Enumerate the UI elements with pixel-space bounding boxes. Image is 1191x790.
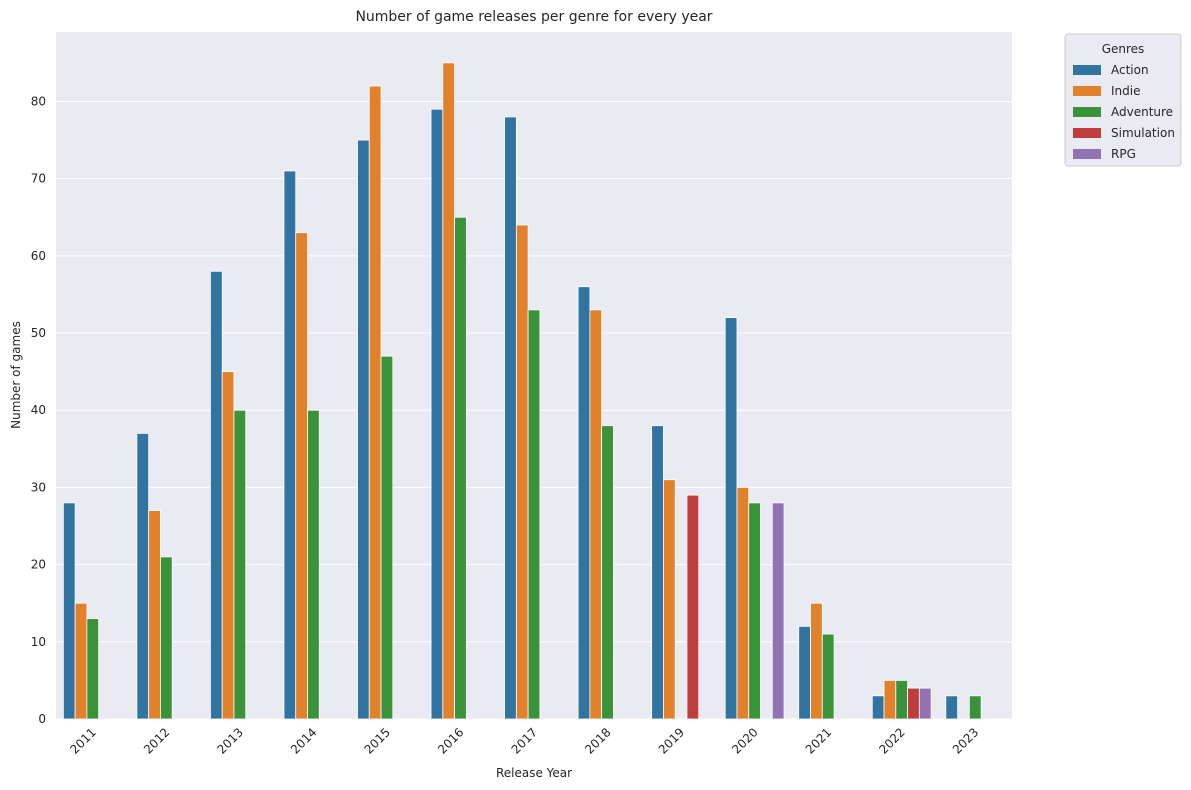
bar-indie-2015 [368, 85, 382, 720]
legend-swatch-simulation [1073, 128, 1101, 138]
y-axis-ticks: 0 10 20 30 40 50 60 70 80 [31, 94, 46, 726]
x-tick-label: 2012 [141, 725, 172, 756]
y-tick-label: 40 [31, 403, 46, 417]
bar-action-2011 [62, 502, 76, 720]
legend-label-adventure: Adventure [1111, 105, 1173, 119]
bar-action-2020 [724, 317, 738, 720]
y-axis-label: Number of games [9, 321, 23, 429]
x-tick-label: 2017 [509, 725, 540, 756]
y-tick-label: 70 [31, 172, 46, 186]
chart-title: Number of game releases per genre for ev… [355, 9, 712, 25]
bars-group [62, 62, 982, 720]
y-tick-label: 0 [38, 712, 46, 726]
bar-indie-2022 [883, 680, 897, 720]
bar-action-2017 [504, 116, 517, 720]
x-tick-label: 2016 [435, 725, 466, 756]
bar-adventure-2013 [233, 409, 247, 720]
bar-simulation-2019 [686, 494, 700, 720]
bar-indie-2014 [295, 232, 308, 720]
x-tick-label: 2023 [950, 725, 981, 756]
bar-indie-2019 [663, 479, 676, 720]
bar-indie-2013 [221, 371, 235, 720]
bar-indie-2012 [148, 510, 161, 720]
bar-indie-2021 [810, 602, 823, 720]
y-tick-label: 60 [31, 249, 46, 263]
legend-swatch-indie [1073, 86, 1101, 96]
bar-rpg-2022 [918, 687, 932, 720]
legend-title: Genres [1102, 42, 1145, 56]
y-tick-label: 80 [31, 94, 46, 108]
bar-action-2015 [357, 139, 370, 720]
y-tick-label: 10 [31, 635, 46, 649]
bar-adventure-2016 [454, 216, 467, 720]
bar-adventure-2015 [380, 355, 394, 720]
legend-swatch-adventure [1073, 107, 1101, 117]
bar-action-2016 [430, 108, 444, 720]
bar-action-2021 [798, 625, 811, 720]
legend-label-simulation: Simulation [1111, 126, 1175, 140]
bar-action-2018 [577, 286, 591, 720]
bar-action-2013 [210, 270, 223, 720]
x-tick-label: 2020 [729, 725, 760, 756]
legend-label-indie: Indie [1111, 84, 1140, 98]
x-tick-label: 2014 [288, 725, 319, 756]
bar-rpg-2020 [771, 502, 785, 720]
bar-adventure-2014 [307, 409, 320, 720]
bar-adventure-2012 [160, 556, 173, 720]
bar-adventure-2011 [86, 618, 100, 720]
bar-indie-2020 [736, 487, 750, 720]
legend-swatch-rpg [1073, 149, 1101, 159]
legend-label-action: Action [1111, 63, 1149, 77]
bar-action-2019 [651, 425, 664, 720]
y-tick-label: 50 [31, 326, 46, 340]
legend-swatch-action [1073, 65, 1101, 75]
y-tick-label: 20 [31, 558, 46, 572]
bar-indie-2018 [589, 309, 603, 720]
bar-adventure-2023 [968, 695, 982, 720]
bar-simulation-2022 [907, 687, 920, 720]
bar-adventure-2020 [748, 502, 761, 720]
x-tick-label: 2018 [582, 725, 613, 756]
bar-action-2014 [283, 170, 297, 720]
legend: Genres Action Indie Adventure Simulation RPG [1064, 33, 1182, 167]
x-tick-label: 2015 [362, 725, 393, 756]
x-tick-label: 2011 [67, 725, 98, 756]
bar-indie-2011 [74, 602, 88, 720]
bar-action-2022 [871, 695, 885, 720]
x-axis-ticks: 2011 2012 2013 2014 2015 2016 2017 2018 2019 2020… [67, 725, 981, 756]
x-tick-label: 2022 [876, 725, 907, 756]
bar-action-2023 [945, 695, 958, 720]
bar-indie-2016 [442, 62, 455, 720]
x-axis-label: Release Year [496, 766, 572, 780]
bar-action-2012 [136, 432, 150, 720]
bar-adventure-2022 [895, 680, 908, 720]
bar-adventure-2021 [821, 633, 835, 720]
x-tick-label: 2019 [656, 725, 687, 756]
y-tick-label: 30 [31, 480, 46, 494]
x-tick-label: 2021 [803, 725, 834, 756]
bar-adventure-2017 [527, 309, 541, 720]
x-tick-label: 2013 [214, 725, 245, 756]
legend-label-rpg: RPG [1111, 147, 1136, 161]
bar-indie-2017 [515, 224, 529, 720]
legend-items: Action Indie Adventure Simulation RPG [1073, 63, 1175, 161]
bar-adventure-2018 [601, 425, 614, 720]
